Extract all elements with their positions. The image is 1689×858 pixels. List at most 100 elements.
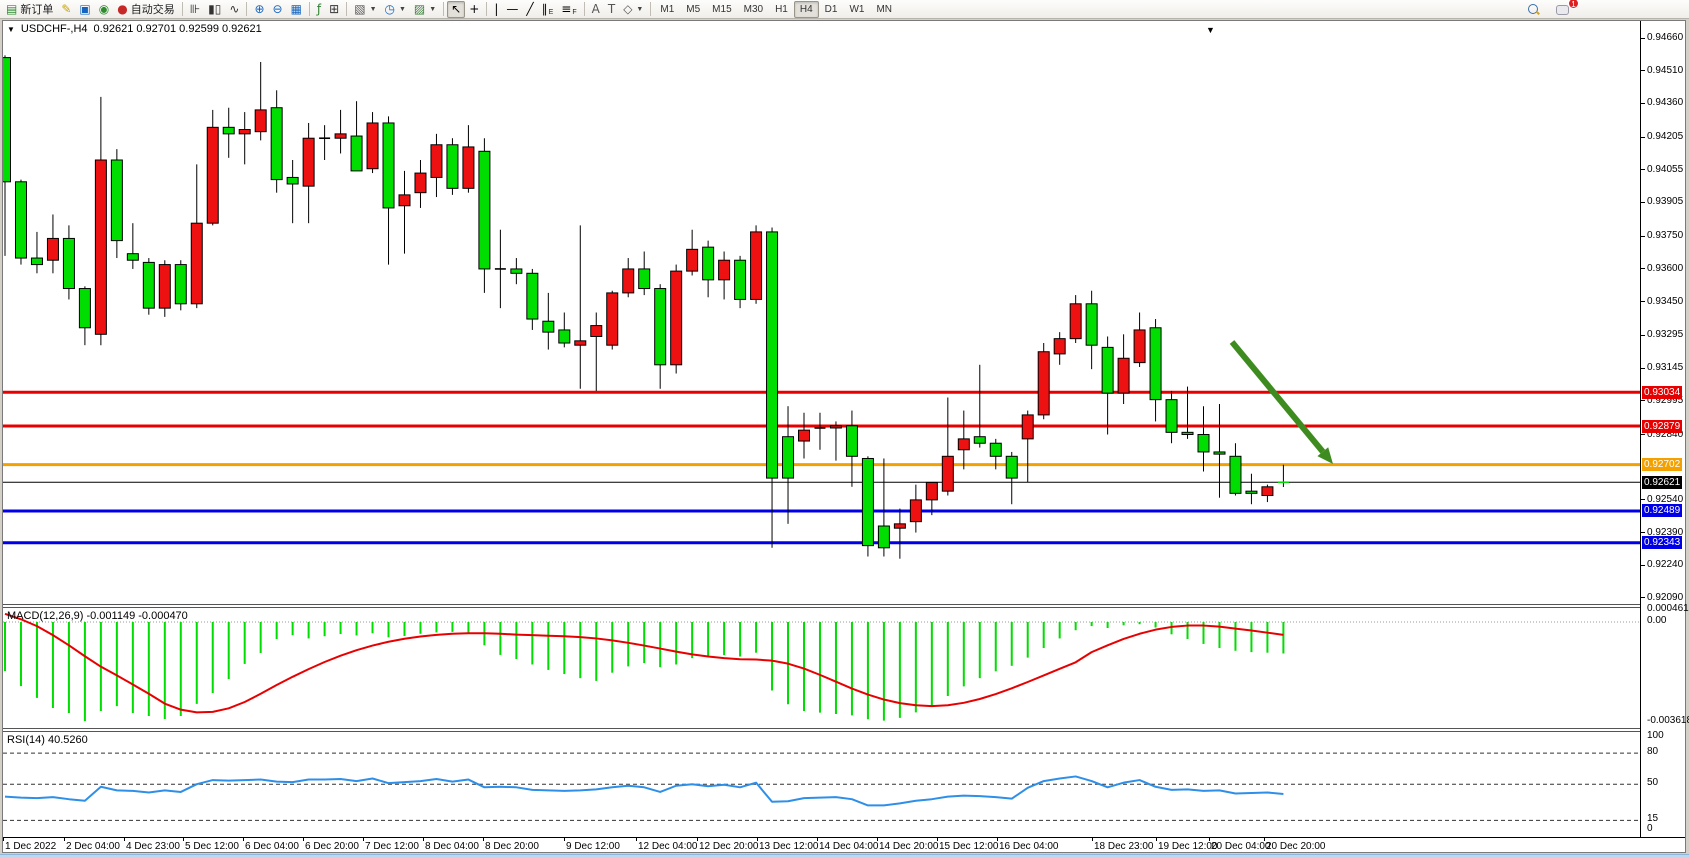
indicators-button[interactable]: ƒ	[313, 1, 325, 18]
trend-arrow[interactable]	[1229, 340, 1326, 454]
new-order-button[interactable]: ▤ 新订单	[2, 1, 57, 18]
price-tick	[1641, 268, 1645, 269]
schedule-button[interactable]: ◷ ▼	[381, 1, 410, 18]
price-tick-label: 0.92995	[1647, 394, 1684, 406]
candle-bear	[558, 329, 571, 344]
signals-button[interactable]: ◉	[95, 1, 113, 18]
candle-bear	[1197, 434, 1210, 453]
candle-bull	[1021, 414, 1034, 440]
bar-chart-button[interactable]: ⊪	[186, 1, 204, 18]
zoom-in-button[interactable]: ⊕	[250, 1, 268, 18]
marker-tool-button[interactable]: ✎	[57, 1, 75, 18]
shapes-button[interactable]: ◇ ▼	[619, 1, 647, 18]
candlestick-chart-button[interactable]: ▮▯	[204, 1, 225, 18]
auto-trading-button[interactable]: ● 自动交易	[113, 1, 178, 18]
timeframe-button-m1[interactable]: M1	[660, 3, 675, 15]
candle-bull	[957, 438, 970, 451]
cursor-tool-icon: ↖	[451, 2, 462, 16]
timeframe-button-m15[interactable]: M15	[712, 3, 732, 15]
add-period-button[interactable]: ⊞	[325, 1, 343, 18]
cursor-tool-button[interactable]: ↖	[447, 0, 466, 18]
chart-shift-marker-icon[interactable]: ▼	[1206, 25, 1215, 35]
macd-indicator[interactable]	[3, 608, 1640, 728]
line-chart-button[interactable]: ∿	[225, 1, 243, 18]
price-tick-label: 0.93145	[1647, 362, 1684, 374]
timeframe-button-mn[interactable]: MN	[876, 3, 893, 15]
timeframe-button-m30[interactable]: M30	[743, 3, 764, 15]
label-tool-button[interactable]: T	[604, 1, 619, 18]
price-line-flag-0.92879: 0.92879	[1642, 419, 1683, 433]
zoom-out-button[interactable]: ⊖	[269, 1, 287, 18]
candle-bull	[1133, 329, 1146, 364]
timeframe-button-m5[interactable]: M5	[686, 3, 701, 15]
candle-bull	[590, 325, 603, 337]
dropdown-caret-icon: ▼	[429, 5, 437, 13]
candle-bull	[334, 133, 347, 139]
price-tick	[1641, 103, 1645, 104]
templates-button[interactable]: ▧ ▼	[350, 1, 380, 18]
tool-subscript-label: F	[572, 8, 577, 16]
notifications-button[interactable]: 1	[1552, 0, 1579, 18]
time-tick	[363, 838, 364, 841]
collapse-caret-icon[interactable]: ▼	[7, 24, 15, 34]
candle-bear	[14, 181, 27, 259]
vertical-line-icon: |	[494, 2, 499, 16]
candle-bull	[94, 159, 107, 335]
timeframe-button-d1[interactable]: D1	[824, 3, 838, 15]
candle-bear	[78, 288, 91, 329]
channel-button[interactable]: ∥ E	[538, 1, 558, 18]
chart-preview-button[interactable]: ▨ ▼	[410, 1, 440, 18]
chart-title: ▼ USDCHF-,H4 0.92621 0.92701 0.92599 0.9…	[7, 23, 262, 35]
marker-tool-icon: ✎	[61, 2, 72, 16]
horizontal-line-button[interactable]: —	[502, 1, 522, 18]
candle-bull	[1069, 303, 1082, 340]
candle-bear	[989, 442, 1002, 457]
search-button[interactable]	[1524, 1, 1544, 18]
time-tick	[183, 838, 184, 841]
candle-bear	[350, 135, 363, 172]
candle-bull	[366, 122, 379, 170]
price-tick	[1641, 400, 1645, 401]
indicators-icon: ƒ	[316, 2, 322, 16]
time-tick	[757, 838, 758, 841]
candle-bear	[62, 237, 75, 290]
candle-bear	[478, 150, 491, 270]
candle-bear	[110, 159, 123, 242]
price-tick	[1641, 368, 1645, 369]
time-tick-label: 4 Dec 23:00	[126, 841, 180, 852]
candle-bear	[142, 261, 155, 309]
candle-bear	[30, 257, 43, 266]
time-tick	[303, 838, 304, 841]
pane-separator[interactable]	[3, 604, 1685, 608]
charts-window-button[interactable]: ▣	[75, 1, 94, 18]
timeframe-button-w1[interactable]: W1	[849, 3, 865, 15]
pane-separator[interactable]	[3, 728, 1685, 732]
auto-trading-icon: ●	[117, 2, 128, 16]
tile-windows-button[interactable]: ▦	[287, 1, 306, 18]
timeframe-button-h4[interactable]: H4	[793, 0, 819, 18]
fibonacci-button[interactable]: ≡ F	[557, 1, 580, 18]
text-tool-button[interactable]: A	[588, 1, 604, 18]
vertical-line-button[interactable]: |	[490, 1, 502, 18]
time-axis: 1 Dec 2022 2 Dec 04:00 4 Dec 23:00 5 Dec 12…	[3, 837, 1685, 853]
time-tick-label: 6 Dec 20:00	[305, 841, 359, 852]
candlestick-chart[interactable]: ▼	[3, 21, 1640, 604]
indicator-axis-label: 50	[1647, 777, 1659, 788]
rsi-indicator[interactable]	[3, 732, 1640, 837]
price-tick-label: 0.92540	[1647, 493, 1684, 505]
price-line-flag-0.92489: 0.92489	[1642, 504, 1683, 518]
time-tick-label: 18 Dec 23:00	[1094, 841, 1154, 852]
horizontal-scrollbar[interactable]	[0, 854, 1689, 858]
charts-window-icon: ▣	[79, 2, 91, 16]
time-tick	[636, 838, 637, 841]
price-tick-label: 0.92240	[1647, 559, 1684, 571]
crosshair-tool-button[interactable]: +	[465, 1, 483, 18]
timeframe-button-h1[interactable]: H1	[775, 3, 788, 15]
time-tick	[564, 838, 565, 841]
trendline-button[interactable]: ╱	[522, 1, 537, 18]
macd-pane: MACD(12,26,9) -0.001149 -0.000470	[3, 608, 1640, 728]
notification-badge: 1	[1568, 0, 1579, 9]
candle-bear	[638, 268, 651, 290]
price-tick	[1641, 169, 1645, 170]
tile-windows-icon: ▦	[290, 2, 302, 16]
